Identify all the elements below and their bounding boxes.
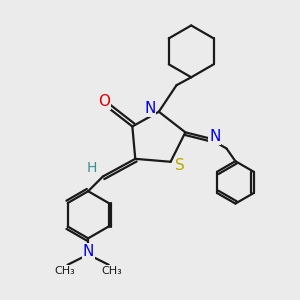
Text: H: H <box>86 161 97 175</box>
Text: O: O <box>98 94 110 109</box>
Text: N: N <box>82 244 94 259</box>
Text: CH₃: CH₃ <box>101 266 122 276</box>
Text: CH₃: CH₃ <box>54 266 75 276</box>
Text: S: S <box>175 158 184 173</box>
Text: N: N <box>209 129 220 144</box>
Text: N: N <box>144 101 156 116</box>
